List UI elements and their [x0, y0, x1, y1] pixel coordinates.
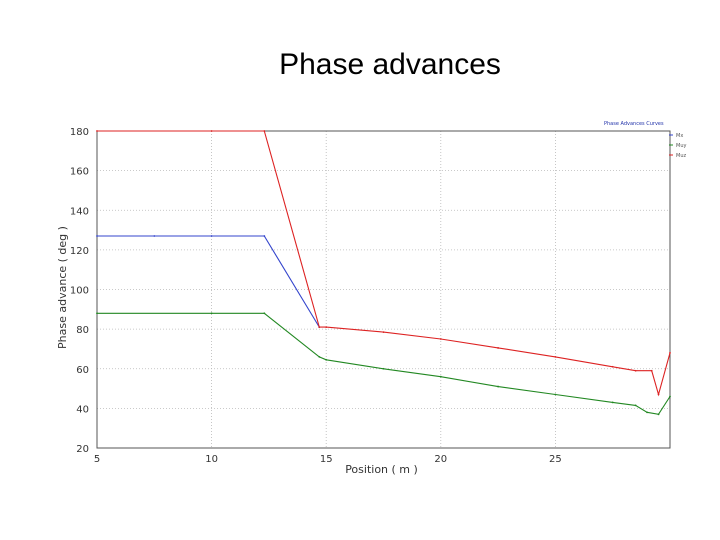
data-point-muy [439, 375, 442, 378]
y-tick-label: 100 [70, 286, 89, 297]
legend: Phase Advances Curves Mx Muy Muz [604, 121, 686, 159]
legend-header: Phase Advances Curves [604, 121, 664, 127]
data-point-muz [669, 352, 671, 354]
x-ticks: 5 10 15 20 25 [94, 454, 562, 465]
data-point-muz [325, 326, 328, 329]
y-axis-label: Phase advance ( deg ) [56, 226, 69, 349]
data-point-muy [382, 367, 385, 370]
data-point-muy [611, 401, 614, 404]
data-point-muz [497, 347, 499, 349]
x-tick-label: 15 [320, 454, 333, 465]
legend-label-muz: Muz [676, 153, 686, 159]
data-point-muy [554, 393, 557, 396]
data-point-muz [210, 130, 213, 132]
y-tick-label: 60 [76, 365, 89, 376]
data-point-muy [634, 404, 637, 407]
data-point-muy [646, 411, 648, 414]
data-point-muz [318, 326, 321, 329]
y-tick-label: 120 [70, 246, 89, 257]
x-axis-label: Position ( m ) [345, 463, 418, 476]
series-line-muy [97, 312, 671, 415]
data-point-muz [96, 130, 98, 132]
data-point-mx [153, 235, 156, 237]
x-tick-label: 5 [94, 454, 100, 465]
y-ticks: 20 40 60 80 100 120 140 160 180 [70, 127, 89, 455]
data-point-muz [657, 393, 660, 396]
data-point-muy [325, 358, 328, 361]
y-tick-label: 140 [70, 206, 89, 217]
data-point-muy [497, 385, 499, 388]
y-tick-label: 160 [70, 167, 89, 178]
data-point-muz [611, 365, 614, 368]
plot-frame [96, 130, 671, 449]
slide-title: Phase advances [279, 48, 501, 81]
data-point-muy [96, 312, 98, 315]
data-point-muy [657, 413, 660, 416]
data-point-mx [96, 235, 98, 237]
data-point-muy [210, 312, 213, 315]
data-point-muy [318, 355, 321, 358]
legend-label-muy: Muy [676, 143, 686, 149]
data-point-muz [382, 331, 385, 333]
data-point-muz [554, 355, 557, 358]
y-tick-label: 20 [76, 444, 89, 455]
legend-label-mx: Mx [676, 133, 683, 139]
grid [96, 130, 671, 449]
y-tick-label: 180 [70, 127, 89, 138]
series-line-muz [97, 130, 671, 397]
x-tick-label: 10 [205, 454, 218, 465]
x-tick-label: 25 [549, 454, 562, 465]
data-point-muz [439, 338, 442, 340]
data-point-mx [210, 235, 213, 237]
y-tick-label: 40 [76, 404, 89, 415]
data-point-muz [650, 369, 653, 372]
data-point-muy [263, 312, 266, 315]
data-point-mx [263, 235, 266, 237]
x-tick-label: 20 [434, 454, 447, 465]
y-tick-label: 80 [76, 325, 89, 336]
data-point-muz [263, 130, 266, 132]
data-point-muz [634, 369, 637, 372]
series-group [96, 130, 671, 416]
data-point-muy [669, 395, 671, 398]
